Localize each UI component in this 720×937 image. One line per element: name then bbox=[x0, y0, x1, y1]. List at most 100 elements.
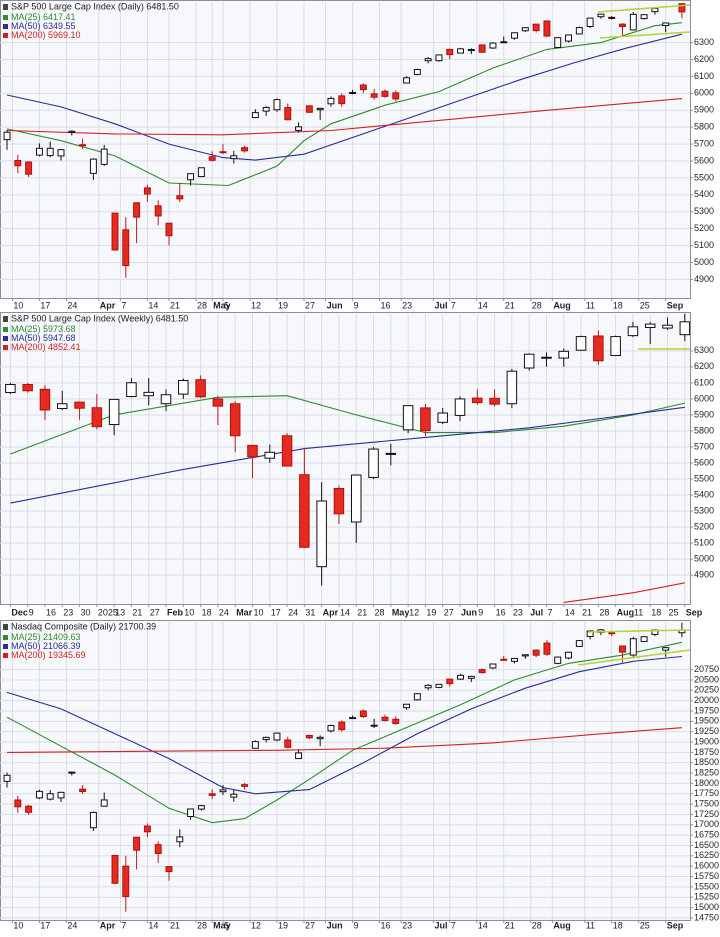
x-tick-label: 28 bbox=[375, 607, 385, 617]
x-tick-label: 5 bbox=[224, 920, 229, 930]
x-tick-label: 14 bbox=[478, 920, 488, 930]
x-tick-label: 12 bbox=[251, 300, 261, 310]
panel-title: Nasdaq Composite (Daily) 21700.39 bbox=[11, 621, 156, 631]
candle-body-up bbox=[370, 724, 378, 727]
x-tick-label: 24 bbox=[288, 607, 298, 617]
candle-body-up bbox=[35, 147, 43, 156]
candle-body-down bbox=[241, 147, 249, 152]
x-tick-label: Jun bbox=[461, 607, 477, 617]
candle-body-up bbox=[424, 684, 432, 689]
candle-body-down bbox=[500, 658, 508, 661]
candle-body-down bbox=[25, 805, 33, 813]
x-tick-label: 17 bbox=[40, 920, 50, 930]
moving-average-line bbox=[6, 98, 682, 136]
candle-body-up bbox=[126, 382, 137, 398]
x-tick-label: Apr bbox=[323, 607, 339, 617]
candle-body-up bbox=[100, 148, 108, 165]
candle-body-up bbox=[489, 42, 497, 49]
candle-body-down bbox=[154, 205, 162, 217]
y-tick-label: 20750 bbox=[694, 664, 719, 674]
panel-background bbox=[0, 620, 691, 921]
legend-entry: MA(25) 5973.68 bbox=[11, 324, 76, 334]
candle-body-down bbox=[619, 645, 626, 653]
candle-body-up bbox=[437, 412, 448, 423]
candle-body-down bbox=[281, 435, 293, 467]
candle-body-down bbox=[608, 632, 616, 635]
candle-body-up bbox=[57, 791, 65, 799]
candle-body-up bbox=[68, 130, 76, 133]
x-tick-label: Sep bbox=[667, 300, 684, 310]
y-tick-label: 16500 bbox=[694, 840, 719, 850]
plot-area bbox=[0, 313, 690, 604]
candle-body-up bbox=[295, 126, 303, 131]
candle-body-up bbox=[511, 657, 519, 662]
candle-body-up bbox=[435, 683, 443, 688]
candle-body-up bbox=[3, 131, 11, 141]
y-tick-label: 20500 bbox=[694, 674, 719, 684]
x-tick-label: 21 bbox=[582, 607, 592, 617]
candle-body-up bbox=[403, 77, 411, 84]
candle-body-up bbox=[262, 736, 270, 741]
moving-average-line bbox=[563, 582, 685, 603]
candle-body-up bbox=[629, 13, 637, 31]
header-icon bbox=[3, 4, 8, 10]
x-tick-label: 19 bbox=[278, 920, 288, 930]
candle-body-up bbox=[640, 14, 648, 20]
x-tick-label: 31 bbox=[305, 607, 315, 617]
candle-body-up bbox=[262, 107, 270, 112]
candle-body-down bbox=[154, 844, 162, 854]
x-tick-label: 7 bbox=[547, 607, 552, 617]
trend-line bbox=[577, 649, 690, 666]
legend-entry: MA(200) 19345.69 bbox=[11, 650, 86, 660]
moving-average-line bbox=[6, 655, 682, 795]
legend-swatch bbox=[3, 15, 8, 20]
y-tick-label: 6200 bbox=[694, 361, 714, 371]
x-tick-label: 16 bbox=[381, 920, 391, 930]
candle-body-up bbox=[295, 752, 303, 760]
candle-body-up bbox=[57, 149, 65, 157]
candle-body-down bbox=[284, 107, 292, 121]
y-tick-label: 6000 bbox=[694, 393, 714, 403]
y-tick-label: 6300 bbox=[694, 345, 714, 355]
candle-body-up bbox=[108, 398, 120, 426]
trend-line bbox=[587, 629, 690, 633]
moving-average-line bbox=[6, 641, 683, 824]
y-tick-label: 5000 bbox=[694, 554, 714, 564]
x-tick-label: 18 bbox=[613, 920, 623, 930]
candle-body-down bbox=[305, 734, 313, 739]
candle-body-up bbox=[424, 58, 432, 62]
trend-line bbox=[597, 4, 690, 13]
candle-body-down bbox=[532, 649, 540, 656]
candle-body-up bbox=[264, 451, 276, 459]
x-tick-label: 10 bbox=[13, 300, 23, 310]
x-tick-label: 7 bbox=[121, 300, 126, 310]
candle-body-down bbox=[619, 23, 626, 28]
candle-body-up bbox=[608, 16, 616, 19]
candle-body-up bbox=[565, 34, 572, 42]
panel-title: S&P 500 Large Cap Index (Daily) 6481.50 bbox=[11, 1, 179, 11]
candle-body-up bbox=[435, 54, 443, 62]
y-tick-label: 5300 bbox=[694, 505, 714, 515]
y-tick-label: 6100 bbox=[694, 377, 714, 387]
x-tick-label: 25 bbox=[640, 300, 650, 310]
x-tick-label: 13 bbox=[115, 607, 125, 617]
x-tick-label: May bbox=[392, 607, 410, 617]
y-tick-label: 4900 bbox=[694, 274, 714, 284]
candle-body-down bbox=[14, 799, 22, 808]
y-tick-label: 16750 bbox=[694, 830, 719, 840]
candle-body-up bbox=[327, 725, 335, 732]
candle-body-down bbox=[370, 93, 378, 98]
candle-body-down bbox=[122, 229, 130, 267]
x-tick-label: Jul bbox=[435, 300, 448, 310]
y-tick-label: 19250 bbox=[694, 726, 719, 736]
y-tick-label: 5800 bbox=[694, 425, 714, 435]
y-tick-label: 5700 bbox=[694, 441, 714, 451]
x-tick-label: 24 bbox=[67, 920, 77, 930]
x-tick-label: 21 bbox=[170, 300, 180, 310]
candle-body-up bbox=[489, 663, 497, 669]
y-tick-label: 5300 bbox=[694, 206, 714, 216]
candle-body-up bbox=[575, 27, 583, 35]
x-tick-label: 25 bbox=[640, 920, 650, 930]
x-tick-label: 21 bbox=[357, 607, 367, 617]
candle-body-up bbox=[385, 452, 397, 455]
